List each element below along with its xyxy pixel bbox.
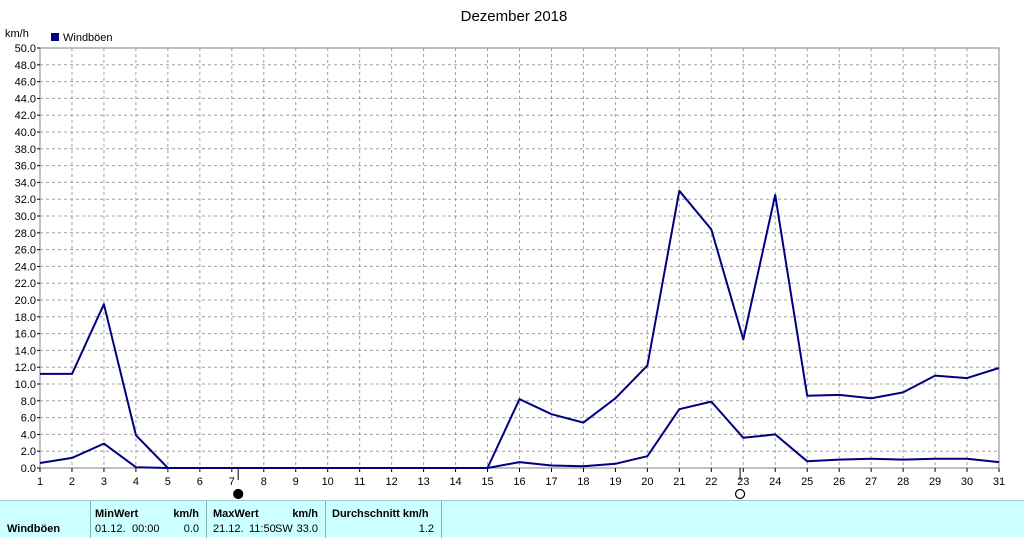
y-tick-label: 8.0 <box>21 396 36 408</box>
x-tick-label: 29 <box>929 476 941 488</box>
min-header: MinWert <box>95 508 139 520</box>
min-value: 0.0 <box>183 523 199 535</box>
x-tick-label: 1 <box>37 476 43 488</box>
x-tick-label: 26 <box>833 476 845 488</box>
stats-row-label: Windböen <box>7 523 61 535</box>
x-tick-label: 8 <box>261 476 267 488</box>
y-tick-label: 40.0 <box>15 127 36 139</box>
x-tick-label: 4 <box>133 476 139 488</box>
chart-title: Dezember 2018 <box>461 8 568 25</box>
stats-max-cell: MaxWert km/h 21.12. 11:50 SW 33.0 <box>206 501 325 538</box>
x-tick-label: 19 <box>609 476 621 488</box>
y-tick-label: 50.0 <box>15 43 36 55</box>
y-tick-label: 48.0 <box>15 60 36 72</box>
y-tick-label: 38.0 <box>15 144 36 156</box>
legend-label: Windböen <box>63 32 113 44</box>
avg-value: 1.2 <box>418 523 434 535</box>
y-tick-label: 10.0 <box>15 379 36 391</box>
x-tick-label: 5 <box>165 476 171 488</box>
x-tick-label: 18 <box>577 476 589 488</box>
x-tick-label: 2 <box>69 476 75 488</box>
min-unit: km/h <box>173 508 199 520</box>
x-tick-label: 30 <box>961 476 973 488</box>
x-tick-label: 16 <box>513 476 525 488</box>
series-line-max <box>486 189 1000 469</box>
x-tick-label: 3 <box>101 476 107 488</box>
series-layer <box>39 189 1000 469</box>
legend: Windböen <box>51 32 113 44</box>
y-tick-label: 12.0 <box>15 362 36 374</box>
min-date: 01.12. <box>95 523 126 535</box>
x-tick-label: 25 <box>801 476 813 488</box>
stats-label-cell: Windböen <box>0 501 90 538</box>
y-tick-label: 18.0 <box>15 312 36 324</box>
x-tick-label: 21 <box>673 476 685 488</box>
x-tick-label: 27 <box>865 476 877 488</box>
y-tick-label: 14.0 <box>15 345 36 357</box>
y-axis-unit: km/h <box>5 28 29 40</box>
y-tick-label: 28.0 <box>15 228 36 240</box>
y-tick-label: 26.0 <box>15 245 36 257</box>
x-tick-label: 22 <box>705 476 717 488</box>
new-moon-icon <box>233 488 244 500</box>
full-moon-icon <box>734 488 746 500</box>
series-line-avg <box>39 442 168 469</box>
wind-gust-chart: Dezember 2018 km/h Windböen 0.0 2.0 4.0 6.0… <box>5 8 1005 500</box>
y-tick-label: 42.0 <box>15 110 36 122</box>
y-tick-label: 44.0 <box>15 93 36 105</box>
y-tick-label: 16.0 <box>15 329 36 341</box>
x-tick-label: 13 <box>417 476 429 488</box>
min-time: 00:00 <box>132 523 160 535</box>
y-tick-label: 0.0 <box>21 463 36 475</box>
y-tick-label: 36.0 <box>15 161 36 173</box>
series-line-max <box>40 303 169 469</box>
y-tick-label: 6.0 <box>21 413 36 425</box>
series-line-avg <box>487 400 1000 469</box>
x-tick-label: 24 <box>769 476 781 488</box>
x-tick-label: 9 <box>293 476 299 488</box>
y-tick-label: 34.0 <box>15 177 36 189</box>
x-tick-label: 17 <box>545 476 557 488</box>
x-tick-label: 14 <box>449 476 461 488</box>
avg-header: Durchschnitt km/h <box>332 508 429 520</box>
x-tick-label: 31 <box>993 476 1005 488</box>
stats-min-cell: MinWert km/h 01.12. 00:00 0.0 <box>90 501 206 538</box>
y-axis-ticks: 0.0 2.0 4.0 6.0 8.0 10.0 12.0 14.0 16.0 18.0 20.0 2… <box>15 43 40 475</box>
max-time: 11:50 <box>249 523 276 535</box>
x-tick-label: 10 <box>322 476 334 488</box>
legend-swatch <box>51 33 59 41</box>
y-tick-label: 2.0 <box>21 446 36 458</box>
max-date: 21.12. <box>213 523 244 535</box>
max-value: 33.0 <box>296 523 318 535</box>
x-tick-label: 15 <box>481 476 493 488</box>
y-tick-label: 4.0 <box>21 429 36 441</box>
max-unit: km/h <box>292 508 318 520</box>
x-tick-label: 28 <box>897 476 909 488</box>
x-tick-label: 7 <box>229 476 235 488</box>
x-tick-label: 12 <box>386 476 398 488</box>
x-tick-label: 11 <box>354 476 365 488</box>
grid <box>40 48 999 468</box>
y-tick-label: 24.0 <box>15 261 36 273</box>
x-tick-label: 6 <box>197 476 203 488</box>
stats-table: Windböen MinWert km/h 01.12. 00:00 0.0 M… <box>0 500 1024 538</box>
y-tick-label: 22.0 <box>15 278 36 290</box>
x-tick-label: 23 <box>737 476 749 488</box>
y-tick-label: 30.0 <box>15 211 36 223</box>
y-tick-label: 32.0 <box>15 194 36 206</box>
stats-avg-cell: Durchschnitt km/h 1.2 <box>325 501 442 538</box>
x-axis-ticks: 1 2 3 4 5 6 7 8 9 10 11 12 13 14 15 16 17 18 19 20 21 22 23 24 2… <box>37 468 1005 488</box>
y-tick-label: 20.0 <box>15 295 36 307</box>
max-direction: SW <box>275 523 293 535</box>
max-header: MaxWert <box>213 508 259 520</box>
x-tick-label: 20 <box>641 476 653 488</box>
moon-phases <box>233 468 746 500</box>
y-tick-label: 46.0 <box>15 77 36 89</box>
